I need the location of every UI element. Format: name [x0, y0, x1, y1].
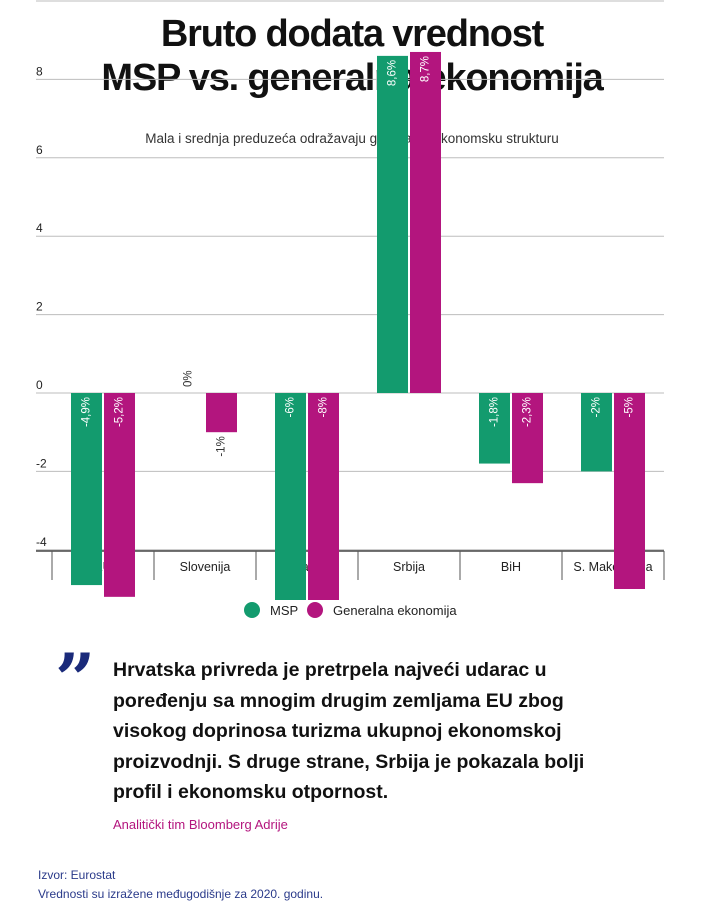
x-tick-label: Srbija	[393, 560, 425, 574]
legend-item-msp: MSP	[244, 602, 298, 618]
data-label: -2,3%	[522, 397, 534, 427]
data-label: -5%	[624, 397, 636, 417]
quote-text: Hrvatska privreda je pretrpela najveći u…	[113, 655, 643, 808]
data-label: 8,7%	[420, 56, 432, 82]
source-line: Izvor: Eurostat	[38, 868, 116, 882]
data-label: -6%	[285, 397, 297, 417]
bar-general	[614, 393, 645, 589]
legend-label-general: Generalna ekonomija	[333, 602, 457, 618]
y-tick-label: 2	[36, 300, 43, 314]
legend-swatch-general	[307, 602, 323, 618]
chart-subtitle: Mala i srednja preduzeća odražavaju gene…	[145, 131, 559, 146]
legend-item-general: Generalna ekonomija	[307, 602, 457, 618]
bar-general	[410, 51, 441, 394]
data-label: -1%	[216, 436, 228, 456]
bar-chart: 1086420-2-4-6-8EUSlovenijaHrvatskaSrbija…	[36, 0, 665, 600]
bar-general	[206, 393, 237, 433]
title-line-2: MSP vs. generalna ekonomija	[101, 57, 603, 99]
data-label: 0%	[183, 370, 195, 387]
y-tick-label: 6	[36, 143, 43, 157]
y-tick-label: 4	[36, 221, 43, 235]
data-label: -1,8%	[489, 397, 501, 427]
bar-general	[308, 393, 339, 600]
x-tick-label: BiH	[501, 560, 521, 574]
y-tick-label: -2	[36, 456, 47, 470]
quote-line: poređenju sa mnogim drugim zemljama EU z…	[113, 689, 564, 712]
y-tick-label: -4	[36, 535, 47, 549]
bar-msp	[377, 55, 408, 393]
bar-msp	[275, 393, 306, 600]
data-label: -5,2%	[114, 397, 126, 427]
y-tick-label: 0	[36, 378, 43, 392]
quote-line: visokog doprinosa turizma ukupnoj ekonom…	[113, 720, 562, 742]
data-label: -2%	[591, 397, 603, 417]
y-tick-label: 8	[36, 64, 43, 78]
x-tick-label: Slovenija	[180, 560, 231, 574]
chart-title: Bruto dodata vrednost MSP vs. generalna …	[0, 12, 704, 100]
legend-label-msp: MSP	[270, 602, 299, 618]
data-label: -8%	[318, 397, 330, 417]
quote-mark-icon: ”	[55, 638, 96, 721]
bar-msp	[581, 393, 612, 472]
source-line: Vrednosti su izražene međugodišnje za 20…	[38, 887, 324, 901]
title-line-1: Bruto dodata vrednost	[160, 13, 544, 55]
legend-swatch-msp	[244, 602, 260, 618]
data-label: -4,9%	[81, 397, 93, 427]
source-note: Izvor: Eurostat Vrednosti su izražene me…	[38, 866, 323, 904]
legend: MSP Generalna ekonomija	[0, 602, 704, 626]
quote-author: Analitički tim Bloomberg Adrije	[113, 817, 288, 832]
bar-general	[512, 393, 543, 484]
bar-msp	[479, 393, 510, 464]
quote-line: profil i ekonomsku otpornost.	[113, 781, 389, 803]
bar-msp	[71, 393, 102, 586]
data-label: 8,6%	[387, 60, 399, 86]
bar-general	[104, 393, 135, 597]
quote-line: proizvodnji. S druge strane, Srbija je p…	[113, 750, 585, 773]
quote-line: Hrvatska privreda je pretrpela najveći u…	[113, 659, 547, 681]
